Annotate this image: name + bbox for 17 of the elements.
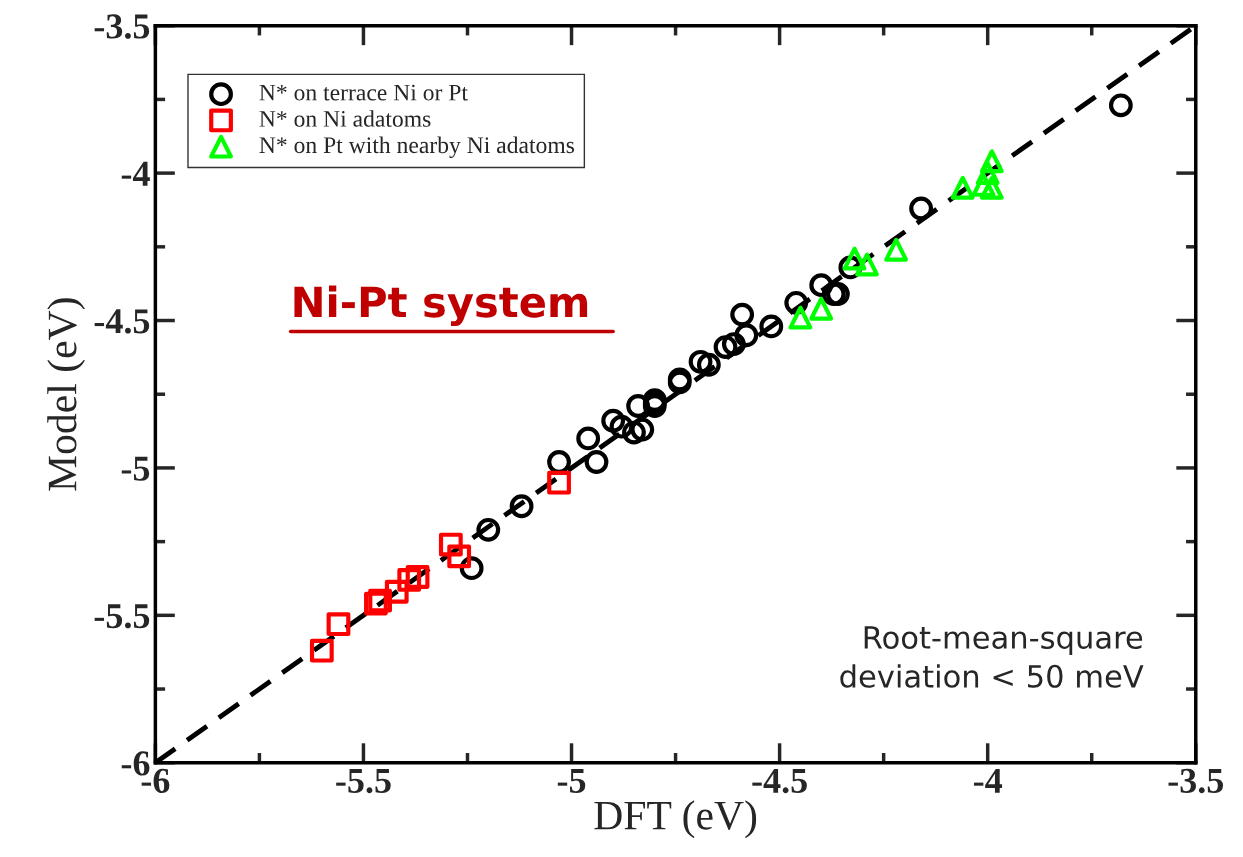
legend-label: N* on Pt with nearby Ni adatoms [259, 136, 575, 158]
y-tick-label: -4.5 [94, 309, 150, 334]
legend-label: N* on Ni adatoms [259, 110, 431, 127]
x-tick-label: -3.5 [1168, 768, 1224, 794]
x-tick-label: -5.5 [336, 769, 391, 794]
x-tick-label: -4.5 [752, 768, 807, 794]
annotation: Ni-Pt system [294, 285, 588, 327]
y-tick-label: -5.5 [94, 604, 150, 629]
y-tick-label: -4 [121, 161, 150, 186]
x-tick-label: -5 [557, 769, 586, 793]
y-axis-title: Model (eV) [47, 298, 86, 491]
legend-label: N* on terrace Ni or Pt [259, 84, 468, 101]
y-tick-label: -3.5 [94, 14, 150, 39]
annotation: Root-mean-square deviation < 50 meV [840, 626, 1144, 688]
x-axis-title: DFT (eV) [594, 800, 757, 839]
y-tick-label: -5 [121, 456, 150, 481]
x-tick-label: -4 [973, 768, 1003, 793]
